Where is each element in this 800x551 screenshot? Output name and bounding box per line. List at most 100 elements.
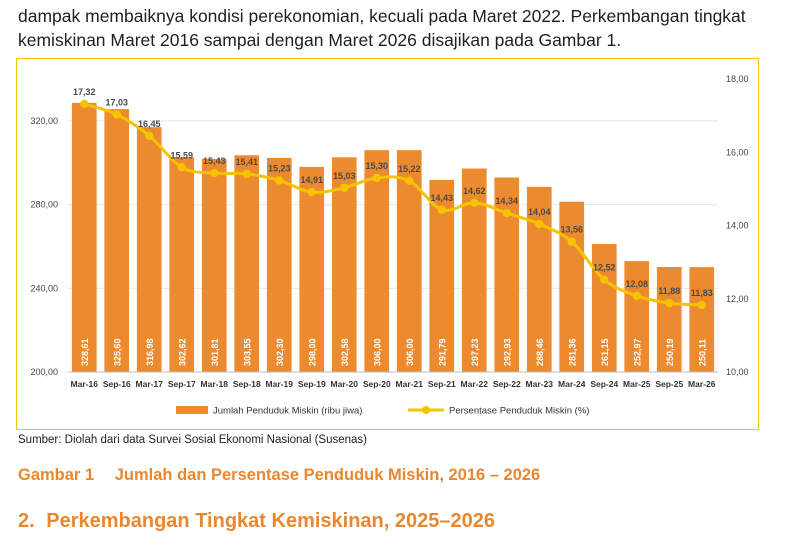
x-tick-label: Mar-22 [461, 379, 489, 389]
bar-value-label: 250,19 [665, 338, 675, 366]
y-left-tick-label: 240,00 [30, 283, 58, 293]
x-tick-label: Mar-21 [396, 379, 424, 389]
line-point [697, 300, 706, 310]
line-point [307, 187, 316, 197]
y-right-tick-label: 18,00 [726, 74, 749, 84]
bar-value-label: 302,58 [340, 338, 350, 366]
line-point [372, 173, 381, 183]
line-value-label: 13,56 [560, 225, 583, 235]
legend-line-marker [422, 406, 430, 414]
line-point [665, 298, 674, 308]
bar-value-label: 250,11 [697, 339, 707, 366]
intro-line-2: kemiskinan Maret 2016 sampai dengan Mare… [18, 30, 622, 50]
bar-value-label: 301,81 [210, 338, 220, 366]
line-value-label: 14,91 [300, 175, 323, 185]
legend-line-label: Persentase Penduduk Miskin (%) [449, 406, 589, 417]
line-point [80, 99, 89, 109]
x-tick-label: Mar-18 [201, 379, 229, 389]
bar [656, 266, 682, 372]
bar-value-label: 302,30 [275, 338, 285, 366]
line-value-label: 14,43 [430, 193, 453, 203]
y-left-tick-label: 200,00 [30, 367, 58, 377]
line-point [242, 169, 251, 179]
line-point [502, 208, 511, 218]
bar [559, 201, 585, 372]
line-value-label: 14,34 [495, 196, 518, 206]
line-value-label: 15,41 [235, 157, 258, 167]
x-tick-label: Sep-20 [363, 379, 391, 389]
bar-value-label: 306,00 [405, 338, 415, 366]
bar-value-label: 316,98 [145, 338, 155, 366]
line-value-label: 15,22 [398, 164, 421, 174]
line-point [112, 110, 121, 119]
x-tick-label: Mar-24 [558, 379, 586, 389]
figure-title: Jumlah dan Persentase Penduduk Miskin, 2… [114, 466, 541, 484]
y-right-tick-label: 16,00 [726, 147, 749, 157]
x-tick-label: Sep-19 [298, 379, 326, 389]
legend-bar-label: Jumlah Penduduk Miskin (ribu jiwa) [213, 406, 362, 417]
chart-frame: 200,00 240,00 280,00 320,00 10,00 12,00 14,00 1… [16, 58, 759, 430]
line-point [470, 198, 479, 207]
line-point [600, 275, 609, 284]
y-right-tick-label: 12,00 [726, 294, 749, 304]
bar-value-label: 328,61 [80, 338, 90, 366]
poverty-chart: 200,00 240,00 280,00 320,00 10,00 12,00 14,00 1… [30, 74, 749, 417]
section-heading: 2. Perkembangan Tingkat Kemiskinan, 2025… [18, 510, 495, 533]
x-tick-label: Sep-25 [655, 379, 683, 389]
bar [364, 150, 390, 372]
bar [331, 157, 357, 372]
bar [266, 157, 292, 372]
line-point [567, 237, 576, 246]
x-tick-label: Mar-23 [526, 379, 554, 389]
bar [201, 158, 227, 372]
line-value-label: 17,32 [73, 87, 96, 97]
figure-number: Gambar 1 [18, 466, 95, 484]
line-value-label: 11,83 [691, 288, 713, 298]
line-point [405, 176, 414, 186]
bar-value-label: 281,36 [567, 338, 577, 366]
line-value-label: 12,08 [625, 279, 648, 289]
line-value-label: 14,04 [528, 207, 551, 217]
bar [689, 267, 715, 372]
bar-value-label: 325,60 [112, 338, 122, 366]
y-left-tick-label: 280,00 [30, 200, 58, 210]
bar [104, 109, 130, 372]
line-point [535, 219, 544, 229]
bar-value-label: 292,93 [502, 338, 512, 366]
x-tick-label: Mar-20 [331, 379, 359, 389]
bar [526, 186, 552, 372]
bar [299, 166, 325, 372]
bar-value-label: 297,23 [470, 338, 480, 366]
line-value-label: 12,52 [593, 263, 616, 273]
bar-value-label: 303,55 [242, 338, 252, 366]
x-tick-label: Mar-16 [71, 379, 99, 389]
bar [591, 244, 617, 372]
x-tick-label: Sep-18 [233, 379, 261, 389]
bar [169, 157, 195, 372]
chart-source: Sumber: Diolah dari data Survei Sosial E… [18, 434, 368, 446]
line-point [145, 131, 154, 140]
bar-value-label: 302,62 [177, 338, 187, 366]
line-value-label: 11,88 [658, 286, 680, 296]
line-value-label: 17,03 [105, 98, 128, 108]
line-value-label: 15,23 [268, 163, 291, 173]
bar-value-label: 298,00 [307, 338, 317, 366]
line-value-label: 16,45 [138, 119, 161, 129]
line-value-label: 15,59 [170, 150, 193, 160]
line-point [210, 168, 219, 178]
y-left-tick-label: 320,00 [30, 116, 58, 126]
section-title: Perkembangan Tingkat Kemiskinan, 2025–20… [46, 510, 495, 532]
bar-value-label: 291,79 [437, 338, 447, 366]
intro-paragraph: dampak membaiknya kondisi perekonomian, … [18, 4, 793, 52]
y-right-tick-label: 10,00 [726, 367, 749, 377]
bar-value-label: 261,15 [600, 338, 610, 366]
x-tick-label: Sep-22 [493, 379, 521, 389]
x-tick-label: Mar-17 [136, 379, 164, 389]
x-tick-label: Sep-16 [103, 379, 131, 389]
bar-value-label: 288,46 [535, 338, 545, 366]
intro-line-1: dampak membaiknya kondisi perekonomian, … [18, 6, 746, 26]
bar [624, 261, 650, 372]
bar [71, 102, 97, 372]
line-value-label: 15,30 [365, 161, 388, 171]
bar-value-label: 306,00 [372, 338, 382, 366]
